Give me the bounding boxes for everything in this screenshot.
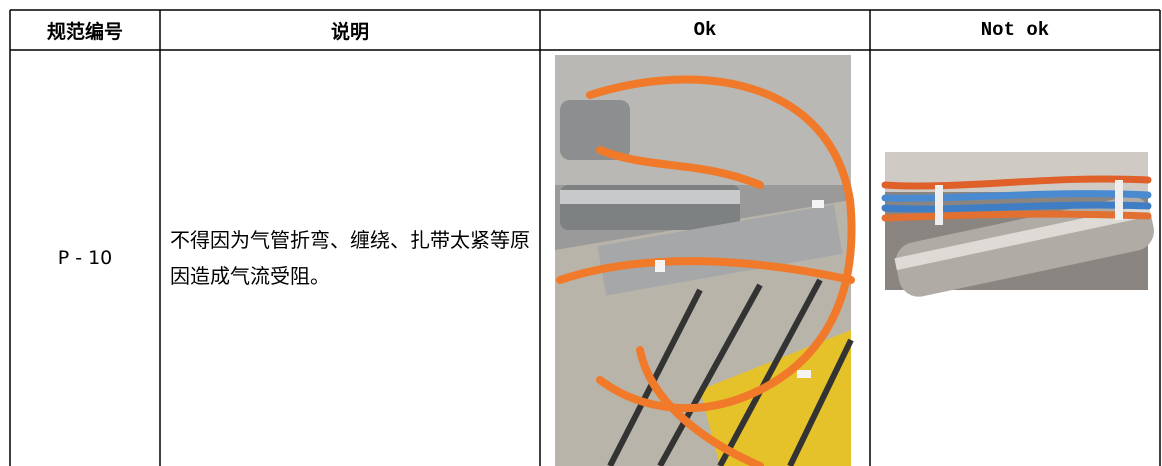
header-cell: 规范编号 <box>46 20 123 43</box>
header-cell: Not ok <box>980 19 1050 41</box>
ok-photo <box>555 55 856 466</box>
header-cell: 说明 <box>330 20 369 43</box>
header-cell: Ok <box>693 19 717 41</box>
description-cell: 不得因为气管折弯、缠绕、扎带太紧等原因造成气流受阻。 <box>160 50 540 466</box>
rule-id: P - 10 <box>57 247 113 269</box>
not-ok-photo <box>881 152 1154 297</box>
description: 不得因为气管折弯、缠绕、扎带太紧等原因造成气流受阻。 <box>170 228 530 288</box>
